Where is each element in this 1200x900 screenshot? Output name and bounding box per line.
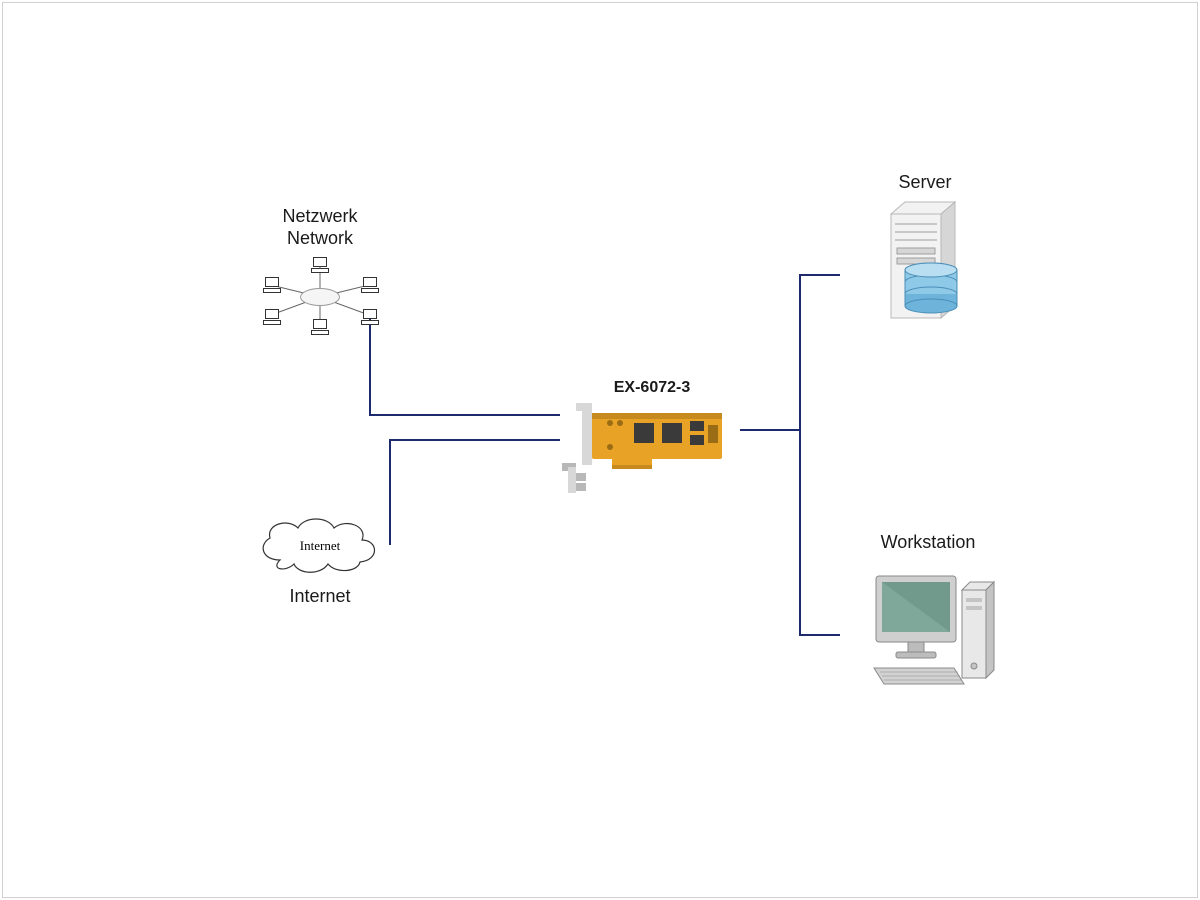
workstation-label: Workstation [838,532,1018,554]
node-center-card: EX-6072-3 [552,378,752,493]
pcie-card-icon [562,403,742,493]
node-workstation: Workstation [838,532,1018,692]
internet-cloud-icon: Internet [250,510,390,580]
internet-label: Internet [240,586,400,608]
network-label: Netzwerk Network [230,206,410,249]
workstation-icon [868,562,988,692]
server-icon [875,194,975,334]
network-icon [255,257,385,337]
network-diagram: Netzwerk Network Internet [0,0,1200,900]
server-label: Server [845,172,1005,194]
cloud-internal-label: Internet [250,538,390,554]
node-network: Netzwerk Network [230,206,410,337]
node-server: Server [845,172,1005,334]
node-internet: Internet Internet [240,510,400,608]
center-card-label: EX-6072-3 [552,378,752,397]
